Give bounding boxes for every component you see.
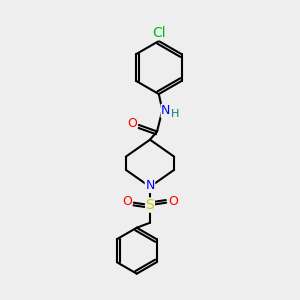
Text: O: O bbox=[168, 195, 178, 208]
Text: N: N bbox=[145, 179, 155, 192]
Text: N: N bbox=[161, 104, 171, 117]
Text: Cl: Cl bbox=[152, 26, 166, 40]
Text: S: S bbox=[146, 198, 154, 212]
Text: H: H bbox=[170, 109, 179, 119]
Text: O: O bbox=[122, 195, 132, 208]
Text: O: O bbox=[128, 117, 137, 130]
